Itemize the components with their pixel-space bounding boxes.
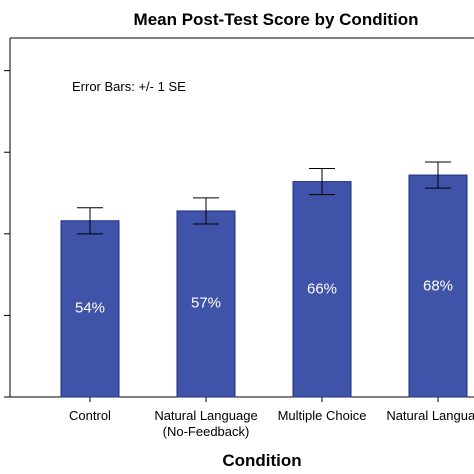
- data-label: 68%: [423, 277, 453, 294]
- bar: [176, 210, 236, 398]
- x-tick-label: (No-Feedback): [163, 424, 250, 439]
- x-tick-label: Multiple Choice: [278, 408, 367, 423]
- x-tick-label: Control: [69, 408, 111, 423]
- data-label: 57%: [191, 295, 221, 312]
- x-axis-title: Condition: [222, 451, 301, 470]
- data-label: 54%: [75, 299, 105, 316]
- bar: [60, 220, 120, 398]
- data-label: 66%: [307, 281, 337, 298]
- bar: [408, 174, 468, 398]
- x-tick-label: Natural Language: [386, 408, 474, 423]
- x-tick-label: Natural Language: [154, 408, 257, 423]
- error-bar-note: Error Bars: +/- 1 SE: [72, 79, 186, 94]
- chart-title: Mean Post-Test Score by Condition: [134, 10, 419, 29]
